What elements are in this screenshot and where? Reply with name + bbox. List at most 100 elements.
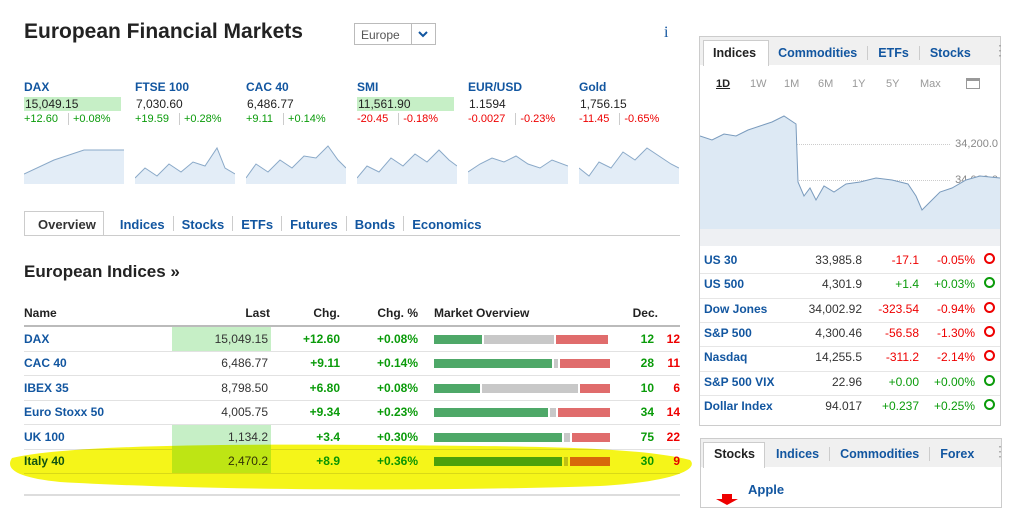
side-tab[interactable]: ETFs <box>878 46 909 60</box>
change-percent: +0.30% <box>376 429 418 444</box>
index-name[interactable]: DAX <box>24 332 50 346</box>
ticker-name[interactable]: Gold <box>579 80 607 94</box>
change-percent: +0.08% <box>376 380 418 395</box>
tab[interactable]: Overview <box>38 217 96 232</box>
index-name[interactable]: IBEX 35 <box>24 380 69 395</box>
side-row-rule <box>700 321 1000 323</box>
column-header: Chg. <box>313 306 340 320</box>
bottom-tab[interactable]: Indices <box>776 447 820 461</box>
sparkline <box>24 149 124 184</box>
instrument-name[interactable]: Nasdaq <box>704 350 748 365</box>
x-axis-band <box>700 229 1000 246</box>
change: +9.34 <box>309 405 340 420</box>
region-select[interactable]: Europe <box>354 23 436 45</box>
bottom-tab-separator <box>929 447 931 461</box>
ticker-price: 1,756.15 <box>580 97 627 111</box>
tab[interactable]: ETFs <box>241 217 274 232</box>
ticker-price: 11,561.90 <box>357 97 454 111</box>
tab[interactable]: Indices <box>119 217 165 232</box>
instrument-name[interactable]: S&P 500 VIX <box>704 374 775 389</box>
row-rule <box>24 424 680 426</box>
range-button[interactable]: 1Y <box>852 78 866 90</box>
column-header: Chg. % <box>377 306 418 320</box>
instrument-name[interactable]: US 500 <box>704 277 745 292</box>
instrument-last: 4,301.9 <box>821 277 862 292</box>
side-tab-separator <box>918 46 920 60</box>
ticker-change: -0.0027 <box>468 113 506 125</box>
grid-line <box>700 144 950 145</box>
market-clock <box>984 325 995 337</box>
range-button[interactable]: 6M <box>818 78 834 90</box>
ticker-percent: +0.14% <box>283 113 326 125</box>
instrument-name[interactable]: US 30 <box>704 253 738 267</box>
ticker-name[interactable]: DAX <box>24 80 50 94</box>
instrument-name[interactable]: S&P 500 <box>704 325 752 340</box>
side-tab[interactable]: Commodities <box>778 46 858 60</box>
ticker-name[interactable]: FTSE 100 <box>135 80 190 94</box>
range-button[interactable]: 1D <box>716 78 731 90</box>
tab[interactable]: Bonds <box>354 217 396 232</box>
tab[interactable]: Futures <box>290 217 338 232</box>
range-button[interactable]: 1M <box>784 78 800 90</box>
last-price: 1,134.2 <box>227 429 268 444</box>
chart-type-icon[interactable] <box>966 78 980 89</box>
side-row-rule <box>700 370 1000 372</box>
overview-bar <box>434 408 548 418</box>
index-name[interactable]: UK 100 <box>24 429 65 444</box>
market-clock <box>984 350 995 362</box>
side-tab[interactable]: Stocks <box>929 46 971 60</box>
overview-bar <box>554 359 558 369</box>
instrument-change: +1.4 <box>895 277 919 292</box>
range-button[interactable]: 5Y <box>886 78 900 90</box>
range-button[interactable]: Max <box>920 78 941 90</box>
side-tab[interactable]: Indices <box>713 46 757 60</box>
bottom-tab[interactable]: Forex <box>940 447 975 461</box>
ticker-name[interactable]: EUR/USD <box>468 80 523 94</box>
sparkline <box>246 145 346 184</box>
ticker-price: 1.1594 <box>469 97 506 111</box>
column-header: Dec. <box>632 306 658 320</box>
last-highlight <box>172 424 271 449</box>
bottom-rule <box>24 494 680 496</box>
ticker-percent: +0.08% <box>67 113 111 125</box>
chart-line <box>700 115 1000 211</box>
stock-name[interactable]: Apple <box>748 482 785 497</box>
header-rule <box>24 325 680 327</box>
ticker-change: +9.11 <box>246 113 274 125</box>
section-title[interactable]: European Indices » <box>24 262 180 281</box>
ticker-name[interactable]: CAC 40 <box>246 80 289 94</box>
more-menu[interactable]: ⋮ <box>993 42 1007 58</box>
ticker-change: -20.45 <box>357 113 389 125</box>
instrument-name[interactable]: Dollar Index <box>704 398 773 413</box>
instrument-name[interactable]: Dow Jones <box>704 301 768 316</box>
market-clock <box>984 374 995 386</box>
mini-chart <box>700 115 1000 230</box>
tab[interactable]: Stocks <box>181 217 225 232</box>
info-icon[interactable]: i <box>664 24 669 41</box>
index-name[interactable]: CAC 40 <box>24 356 67 371</box>
tab[interactable]: Economics <box>412 217 482 232</box>
overview-bar <box>482 383 578 393</box>
last-highlight <box>172 327 271 351</box>
bottom-tab[interactable]: Commodities <box>840 447 920 461</box>
declines: 22 <box>666 429 680 444</box>
overview-bar <box>572 432 610 442</box>
row-rule <box>24 399 680 401</box>
last-price: 8,798.50 <box>221 380 268 395</box>
instrument-last: 22.96 <box>831 374 862 389</box>
instrument-percent: +0.00% <box>933 374 975 389</box>
region-label: Europe <box>361 28 400 42</box>
tab-rule <box>24 235 680 236</box>
overview-bar <box>434 335 482 344</box>
bottom-tab[interactable]: Stocks <box>714 447 755 461</box>
ticker-name[interactable]: SMI <box>357 80 379 94</box>
more-menu[interactable]: ⋮ <box>993 443 1007 459</box>
sparkline <box>135 146 235 184</box>
range-button[interactable]: 1W <box>750 78 767 90</box>
tab-separator <box>281 216 283 231</box>
overview-bar <box>434 359 552 369</box>
instrument-change: -323.54 <box>878 301 919 316</box>
index-name[interactable]: Euro Stoxx 50 <box>24 405 105 420</box>
last-price: 6,486.77 <box>221 356 268 371</box>
overview-bar <box>564 432 570 442</box>
